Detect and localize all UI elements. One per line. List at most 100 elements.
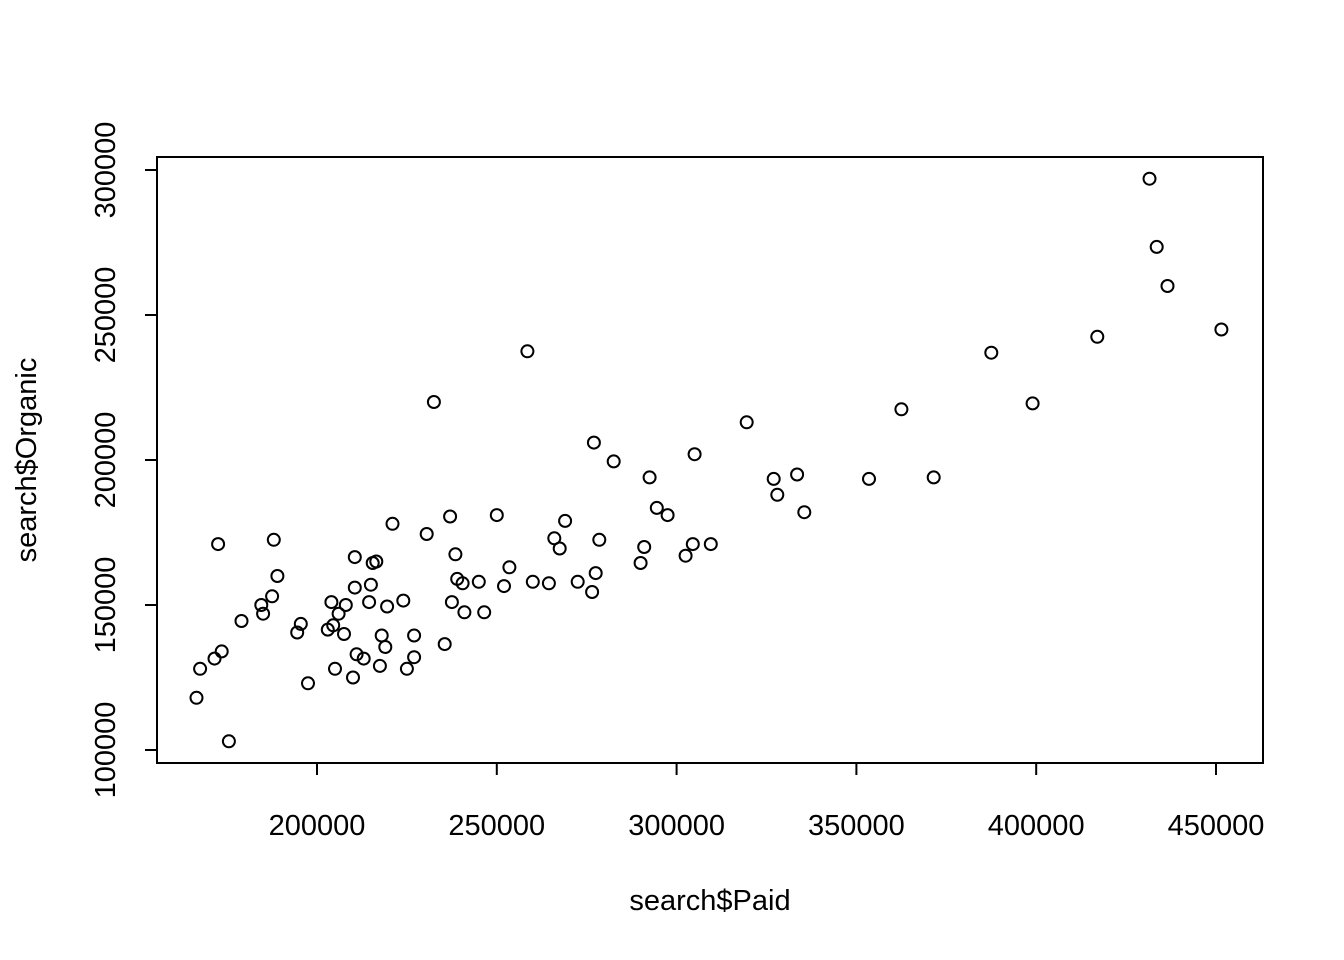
data-point (984, 345, 999, 360)
data-point (419, 527, 434, 541)
data-point (293, 616, 308, 631)
data-point (347, 580, 362, 595)
data-point (378, 640, 393, 654)
data-point (1214, 322, 1229, 337)
plot-area-box (156, 156, 1264, 764)
data-point (525, 574, 540, 589)
data-point (471, 574, 486, 589)
data-point (1025, 396, 1040, 411)
data-point (407, 650, 422, 665)
x-tick-label: 350000 (808, 810, 905, 842)
data-point (766, 471, 781, 486)
data-point (211, 537, 226, 552)
data-point (448, 547, 463, 562)
data-point (1090, 329, 1105, 344)
data-point (346, 670, 360, 685)
data-point (380, 599, 395, 614)
data-point (1142, 171, 1157, 186)
data-point (324, 595, 339, 610)
data-point (363, 577, 378, 592)
x-axis: 200000 250000 300000 350000 400000 450000 (269, 762, 1265, 842)
data-point (455, 576, 470, 591)
x-tick-label: 450000 (1168, 810, 1265, 842)
data-point (497, 579, 511, 594)
data-point (396, 593, 411, 608)
data-point (256, 606, 271, 621)
data-point (1149, 239, 1164, 254)
data-point (407, 628, 422, 643)
data-point (385, 516, 400, 531)
data-point (362, 595, 377, 610)
data-point (588, 566, 603, 581)
data-point (489, 508, 504, 523)
x-tick-label: 300000 (628, 810, 725, 842)
x-tick-label: 400000 (988, 810, 1085, 842)
data-point (520, 344, 535, 359)
data-point (444, 595, 459, 610)
data-point (558, 513, 573, 528)
data-point (797, 505, 812, 520)
data-point (606, 454, 621, 469)
x-axis-title: search$Paid (629, 885, 790, 917)
data-point (703, 537, 718, 552)
data-point (894, 402, 909, 417)
data-point (586, 435, 601, 450)
y-tick-label: 250000 (90, 267, 122, 364)
data-point (326, 618, 341, 633)
data-point (349, 647, 364, 662)
data-point (301, 676, 315, 691)
data-point (685, 537, 700, 552)
data-point (290, 625, 305, 640)
data-point (221, 734, 236, 749)
data-point (426, 395, 441, 409)
data-point (331, 606, 346, 621)
data-point (649, 500, 664, 515)
data-point (214, 644, 229, 659)
data-point (770, 487, 785, 502)
data-point (328, 661, 342, 676)
data-point (502, 560, 517, 575)
data-point (633, 556, 648, 570)
data-point (570, 574, 585, 589)
y-tick-label: 150000 (90, 557, 122, 654)
data-point (189, 690, 204, 705)
y-tick-label: 200000 (90, 412, 122, 509)
data-point (678, 548, 693, 563)
data-point (687, 447, 702, 462)
data-point (338, 598, 353, 612)
data-point (266, 532, 281, 547)
y-tick-label: 300000 (90, 122, 122, 219)
data-point (437, 637, 452, 652)
data-point (592, 532, 607, 547)
data-point (234, 614, 249, 628)
data-point (347, 550, 362, 565)
data-point (541, 576, 556, 591)
data-points (189, 171, 1229, 749)
y-axis-title: search$Organic (11, 358, 43, 563)
data-point (369, 554, 384, 569)
data-point (254, 598, 269, 612)
data-point (926, 470, 941, 485)
data-point (374, 628, 389, 643)
data-point (637, 540, 652, 554)
data-point (270, 569, 285, 583)
data-point (862, 471, 876, 486)
data-point (443, 509, 458, 524)
data-point (457, 605, 472, 620)
y-tick-label: 100000 (90, 702, 122, 799)
data-point (193, 661, 208, 676)
data-point (642, 470, 657, 485)
data-point (337, 627, 351, 641)
data-point (790, 467, 805, 482)
data-point (477, 605, 492, 620)
data-point (207, 651, 222, 666)
data-point (552, 541, 567, 556)
x-tick-label: 250000 (448, 810, 545, 842)
x-tick-label: 200000 (269, 810, 366, 842)
data-point (372, 658, 387, 673)
data-point (265, 589, 280, 604)
data-point (739, 415, 754, 430)
data-point (660, 508, 675, 523)
data-point (399, 661, 414, 676)
